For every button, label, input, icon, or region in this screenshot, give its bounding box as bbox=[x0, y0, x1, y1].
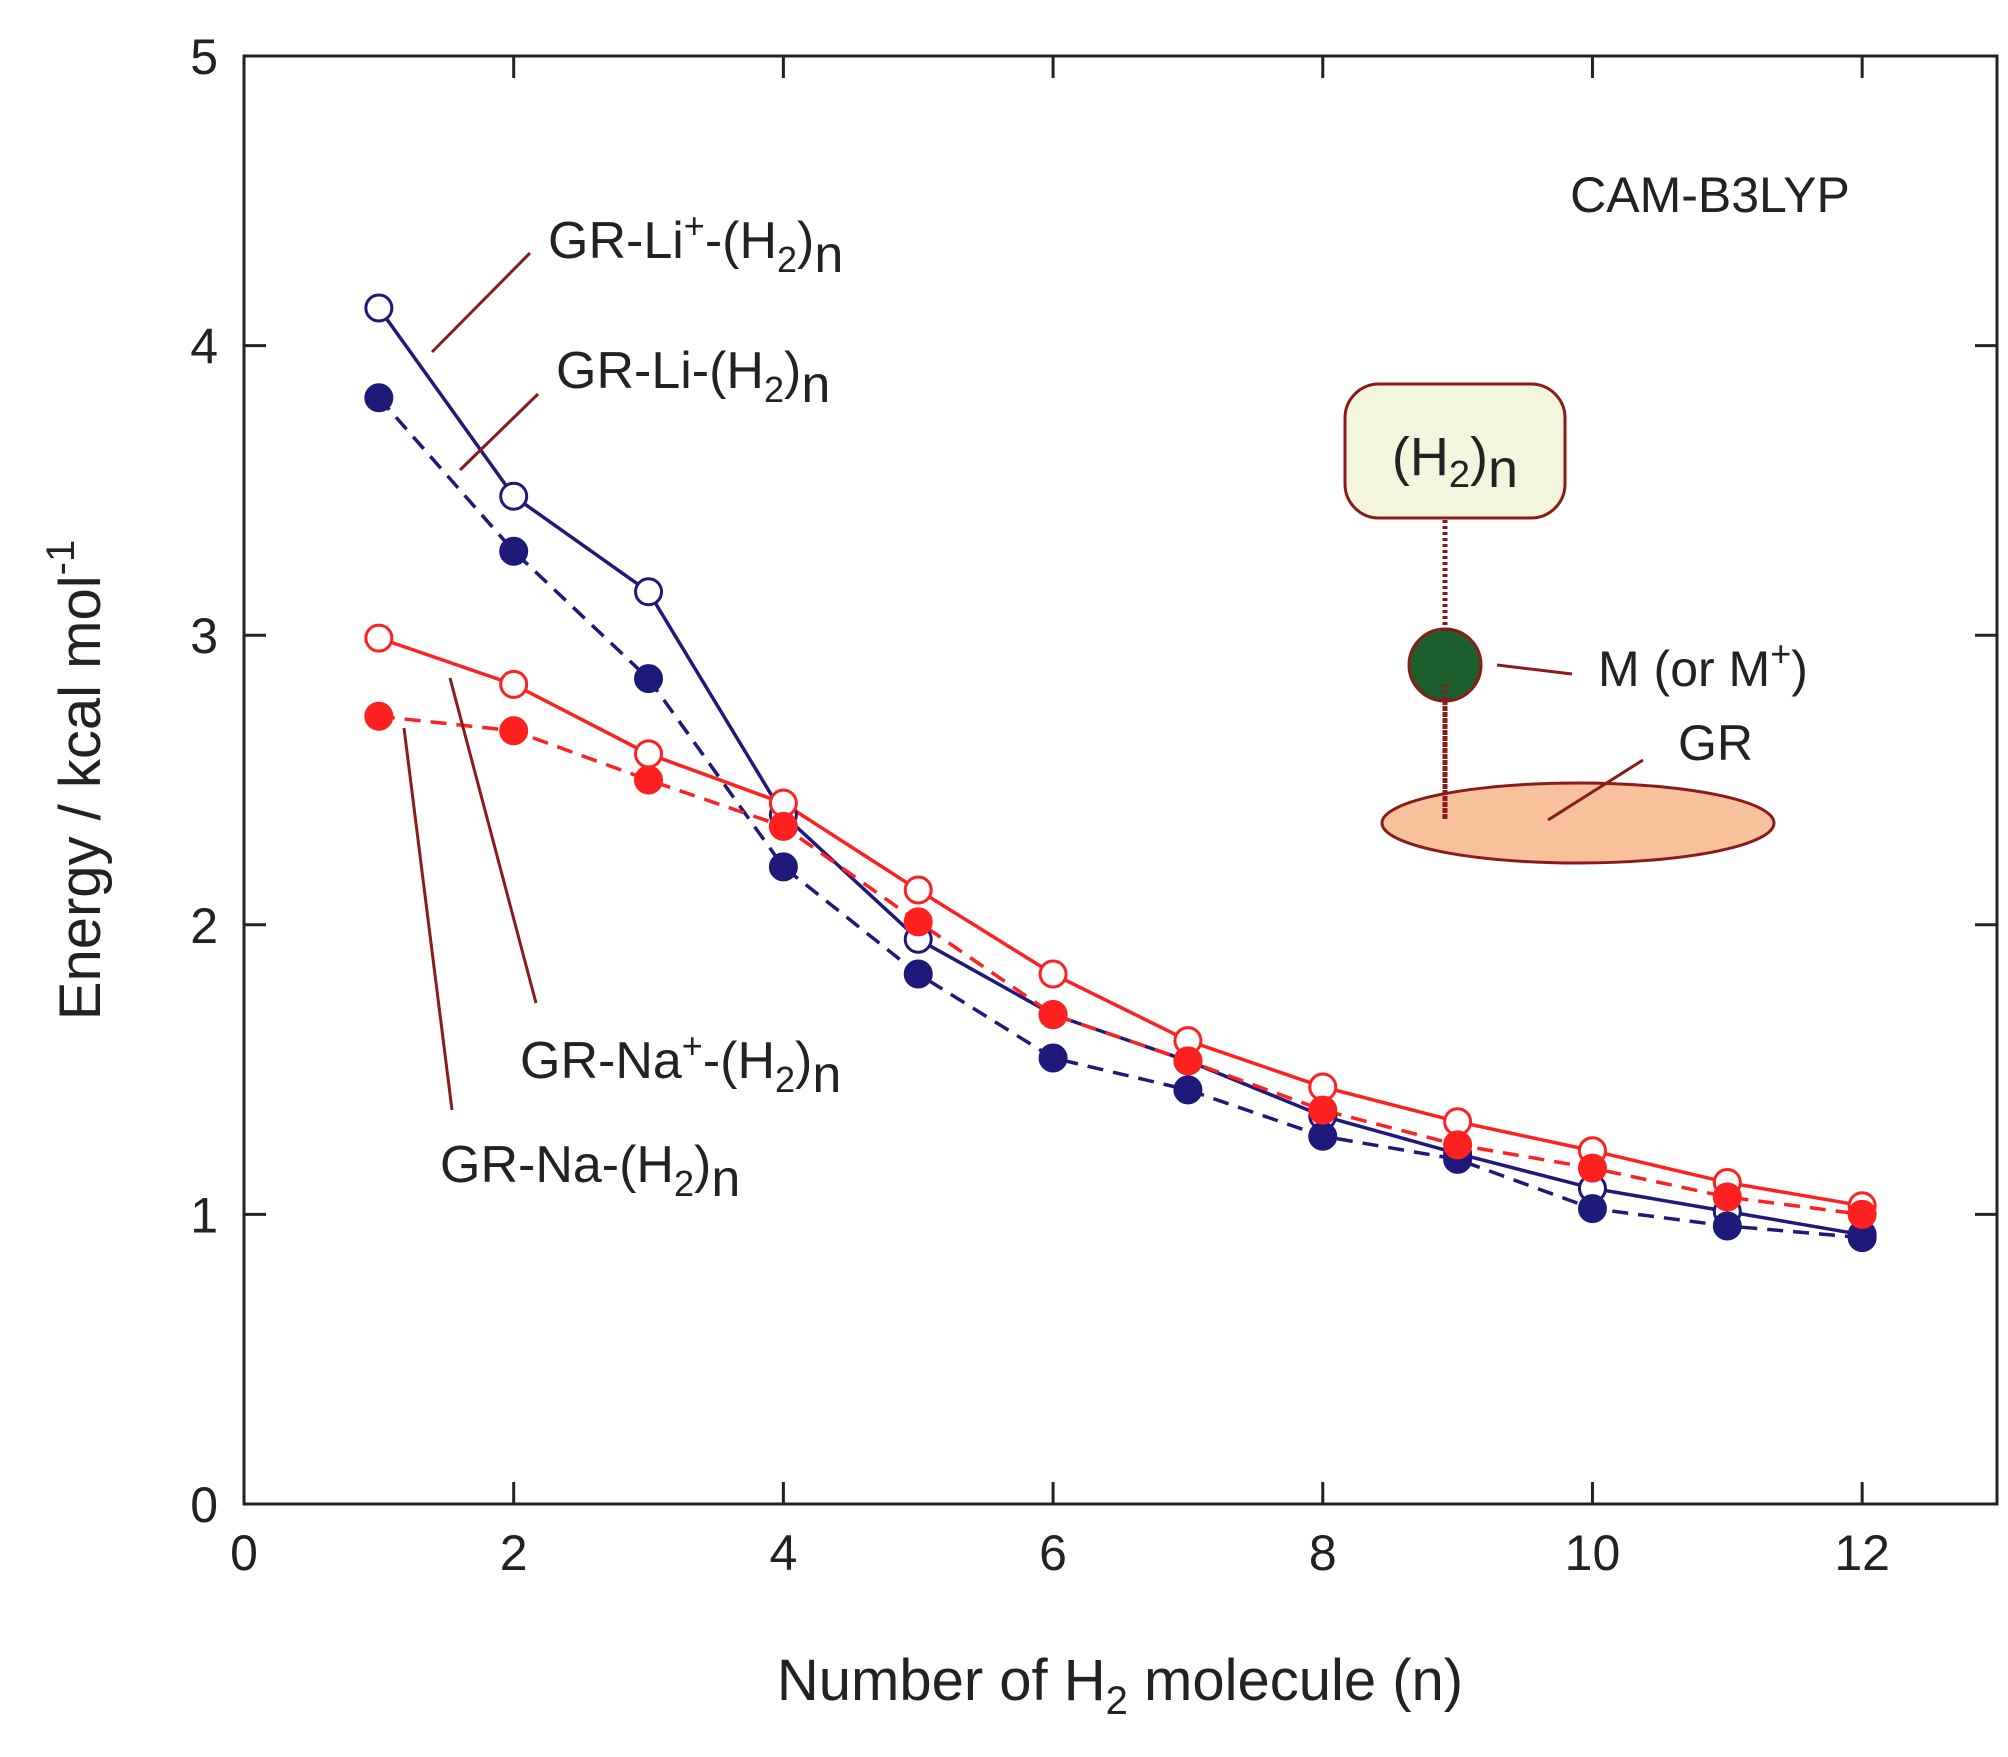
series-layer bbox=[364, 293, 1877, 1253]
series-annotations: GR-Li+-(H2)n GR-Li-(H2)n GR-Na+-(H2)n GR… bbox=[402, 205, 843, 1208]
data-point-li bbox=[1712, 1211, 1742, 1241]
y-tick-label: 2 bbox=[190, 898, 218, 954]
y-axis-label-sup: -1 bbox=[39, 540, 83, 576]
data-point-na-plus bbox=[634, 739, 664, 769]
x-axis-label-prefix: Number of H bbox=[777, 1648, 1106, 1713]
y-tick-label: 3 bbox=[190, 608, 218, 664]
data-point-li bbox=[1173, 1075, 1203, 1105]
series-line-na-plus bbox=[378, 636, 1863, 1208]
data-point-li bbox=[634, 664, 664, 694]
data-point-na bbox=[1847, 1199, 1877, 1229]
data-point-na bbox=[1038, 1000, 1068, 1030]
data-point-na-plus bbox=[364, 623, 394, 653]
y-tick-label: 5 bbox=[190, 29, 218, 85]
data-point-na-plus bbox=[1038, 959, 1068, 989]
metal-atom bbox=[1407, 627, 1483, 703]
x-tick-label: 2 bbox=[500, 1525, 528, 1581]
data-point-li bbox=[903, 959, 933, 989]
data-point-na bbox=[1308, 1095, 1338, 1125]
surface-label: GR bbox=[1678, 715, 1753, 771]
leader-line-li-plus bbox=[430, 251, 532, 354]
x-tick-label: 0 bbox=[230, 1525, 258, 1581]
data-point-na bbox=[1173, 1046, 1203, 1076]
data-point-li bbox=[499, 536, 529, 566]
data-point-li bbox=[1308, 1121, 1338, 1151]
x-axis-label: Number of H2 molecule (n) bbox=[777, 1648, 1463, 1723]
data-point-li-plus bbox=[499, 481, 529, 511]
data-point-li-plus bbox=[634, 577, 664, 607]
series-label-na: GR-Na-(H2)n bbox=[440, 1136, 740, 1208]
y-tick-label: 0 bbox=[190, 1477, 218, 1533]
metal-label: M (or M+) bbox=[1598, 633, 1808, 697]
metal-leader-line bbox=[1496, 663, 1573, 676]
x-tick-label: 6 bbox=[1039, 1525, 1067, 1581]
y-axis-label-text: Energy / kcal mol bbox=[48, 575, 113, 1020]
axis-ticks bbox=[242, 54, 1997, 1506]
y-tick-label: 4 bbox=[190, 319, 218, 375]
data-point-na bbox=[634, 765, 664, 795]
data-point-na bbox=[903, 907, 933, 937]
series-label-li-plus: GR-Li+-(H2)n bbox=[548, 205, 843, 284]
metal-label-sup: + bbox=[1770, 633, 1791, 674]
data-point-na-plus bbox=[903, 875, 933, 905]
data-point-li bbox=[364, 383, 394, 413]
metal-label-pre: M (or M bbox=[1598, 641, 1770, 697]
data-point-li bbox=[1038, 1043, 1068, 1073]
h2-cluster-label-sub: 2 bbox=[1449, 454, 1470, 496]
x-axis-label-suffix: molecule (n) bbox=[1128, 1648, 1463, 1713]
data-point-na bbox=[1577, 1153, 1607, 1183]
h2-cluster-box bbox=[1343, 382, 1567, 520]
h2-cluster-label-sub2: n bbox=[1488, 439, 1518, 499]
h2-cluster-label-pre: (H bbox=[1392, 427, 1449, 487]
leader-line-li bbox=[458, 392, 540, 472]
data-point-na-plus bbox=[499, 669, 529, 699]
x-tick-label: 10 bbox=[1565, 1525, 1621, 1581]
data-point-li bbox=[768, 852, 798, 882]
leader-line-na-plus bbox=[448, 677, 538, 1004]
series-line-li bbox=[377, 396, 1863, 1240]
data-point-na bbox=[1443, 1130, 1473, 1160]
plot-frame bbox=[242, 54, 1999, 1506]
series-line-na bbox=[378, 714, 1863, 1217]
x-tick-label: 8 bbox=[1309, 1525, 1337, 1581]
h2-cluster-label-post: ) bbox=[1470, 427, 1488, 487]
graphene-surface bbox=[1380, 781, 1776, 865]
series-label-na-plus: GR-Na+-(H2)n bbox=[520, 1025, 841, 1104]
x-tick-label: 4 bbox=[769, 1525, 797, 1581]
data-point-na bbox=[499, 716, 529, 746]
inset-diagram: (H2)n M (or M+) GR bbox=[1343, 382, 1808, 865]
series-label-li: GR-Li-(H2)n bbox=[556, 342, 830, 414]
data-point-na bbox=[768, 811, 798, 841]
data-point-na bbox=[364, 701, 394, 731]
y-tick-label: 1 bbox=[190, 1187, 218, 1243]
y-axis-label: Energy / kcal mol-1 bbox=[39, 540, 113, 1020]
x-axis-label-sub: 2 bbox=[1106, 1679, 1128, 1723]
surface-leader-line bbox=[1547, 758, 1644, 822]
series-line-li-plus bbox=[377, 306, 1863, 1237]
metal-label-post: ) bbox=[1791, 641, 1808, 697]
leader-line-na bbox=[402, 727, 454, 1111]
x-tick-label: 12 bbox=[1834, 1525, 1890, 1581]
method-label: CAM-B3LYP bbox=[1570, 167, 1850, 223]
data-point-li-plus bbox=[364, 293, 394, 323]
data-point-na bbox=[1712, 1182, 1742, 1212]
data-point-li bbox=[1577, 1194, 1607, 1224]
h2-cluster-label: (H2)n bbox=[1392, 427, 1518, 499]
